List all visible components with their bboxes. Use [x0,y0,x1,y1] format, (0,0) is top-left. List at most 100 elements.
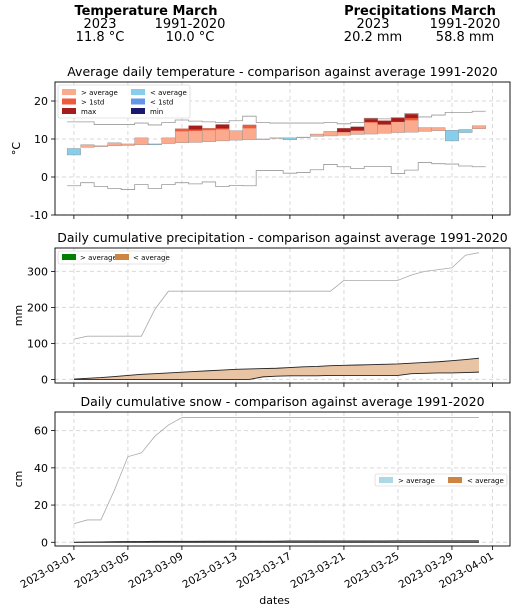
legend-swatch [131,108,145,114]
temp-day-bar [323,131,338,137]
current-line [73,371,479,380]
chart-title: Daily cumulative snow - comparison again… [80,394,484,409]
temp-max-bar [337,128,351,133]
temp-day-bar [107,142,122,147]
temp-day-bar [282,137,297,140]
temp-day-bar [431,127,446,131]
temp-1std-bar [202,128,216,131]
x-tick-label: 2023-03-21 [289,550,348,591]
temp-max-bar [404,114,419,119]
temp-normal-label: 1991-2020 [154,17,226,32]
legend-swatch [379,477,393,483]
prec-2023-value: 20.2 mm [343,30,403,45]
y-axis-label: cm [12,471,25,488]
legend-label: < average [133,254,170,262]
y-tick-label: 20 [34,95,48,108]
temp-max-bar [350,126,365,131]
legend-label: min [150,108,163,116]
legend-swatch [62,89,76,95]
temp-day-bar [147,143,162,145]
temp-2023-label: 2023 [83,17,117,32]
temp-1std-bar [175,128,189,132]
legend-swatch [448,477,462,483]
legend-box [57,84,191,119]
x-tick-label: 2023-03-05 [73,550,132,591]
y-tick-label: 200 [27,301,48,314]
temperature-summary: Temperature March [66,5,226,19]
temp-max-bar [215,124,230,129]
prec-normal-label: 1991-2020 [429,17,501,32]
temp-day-bar [80,144,95,148]
legend-label: > 1std [81,99,104,107]
temp-day-bar [458,129,473,133]
chart-panel-3: 0 20 40 60 Daily cumulative snow - compariso… [12,394,511,607]
average-line [73,357,479,380]
precipitation-summary-title: Precipitations March [344,4,496,19]
temp-day-bar [161,137,176,144]
legend-swatch [62,254,76,260]
temp-day-bar [471,125,486,129]
legend-swatch [115,254,129,260]
temp-day-bar [444,130,459,142]
x-tick-label: 2023-03-13 [181,550,240,591]
temp-day-bar [296,136,311,138]
legend-label: max [81,108,96,116]
precip-below-area [73,358,479,380]
y-tick-label: 0 [41,171,48,184]
temp-max-bar [364,118,378,122]
y-tick-label: 0 [41,373,48,386]
temp-day-bar [66,148,81,156]
temperature-summary-title: Temperature March [74,4,218,19]
y-axis-label: mm [12,305,25,326]
temp-day-bar [269,137,284,139]
temp-min-line [67,162,486,190]
temp-max-bar [377,120,392,125]
x-tick-label: 2023-03-01 [19,550,78,591]
chart-panel-1: -10 0 10 20 Average daily temperature - comp… [10,64,511,222]
temp-day-bar [93,145,108,147]
legend-swatch [131,98,145,105]
temp-day-bar [417,127,432,132]
precipitation-summary: Precipitations March [335,5,505,19]
plot-frame [54,81,511,216]
y-tick-label: 60 [34,425,48,438]
prec-normal-value: 58.8 mm [435,30,495,45]
max-line [73,417,479,525]
temp-1std-bar [242,124,257,129]
legend-label: < average [150,89,187,97]
temp-max-bar [391,118,405,122]
temp-2023-value: 11.8 °C [75,30,125,45]
average-line [73,540,479,543]
legend-label: < 1std [150,99,173,107]
chart-legend: > average < average > 1std < 1std max min [57,84,191,119]
legend-label: > average [80,254,117,262]
x-axis-label: dates [259,594,290,607]
temp-day-bar [120,143,135,146]
prec-2023-label: 2023 [356,17,390,32]
plot-frame [54,411,511,547]
y-tick-label: 100 [27,337,48,350]
chart-title: Daily cumulative precipitation - compari… [57,230,508,245]
max-line [73,252,480,340]
temp-max-line [67,110,486,126]
temp-day-bar [134,137,149,145]
legend-label: > average [398,477,435,485]
y-tick-label: 20 [34,499,48,512]
y-axis-label: °C [10,142,23,156]
legend-swatch [62,108,76,114]
legend-label: < average [467,477,504,485]
y-tick-label: 0 [41,536,48,549]
y-tick-label: 10 [34,133,48,146]
chart-title: Average daily temperature - comparison a… [67,64,498,79]
legend-box [374,473,508,487]
legend-label: > average [81,89,118,97]
x-tick-label: 2023-03-17 [235,550,294,591]
legend-swatch [62,98,76,105]
temp-day-bar [309,133,324,137]
chart-legend: > average < average [374,473,508,487]
temp-day-bar [228,130,243,141]
legend-box [57,250,167,265]
temp-normal-value: 10.0 °C [165,30,215,45]
temp-max-bar [188,125,203,130]
